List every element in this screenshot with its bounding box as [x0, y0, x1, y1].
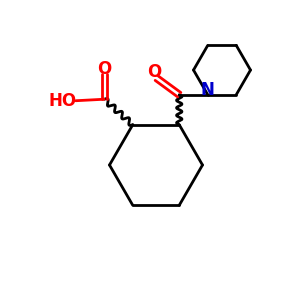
Text: O: O — [97, 60, 111, 78]
Text: N: N — [201, 81, 215, 99]
Text: O: O — [147, 63, 161, 81]
Text: HO: HO — [48, 92, 76, 110]
